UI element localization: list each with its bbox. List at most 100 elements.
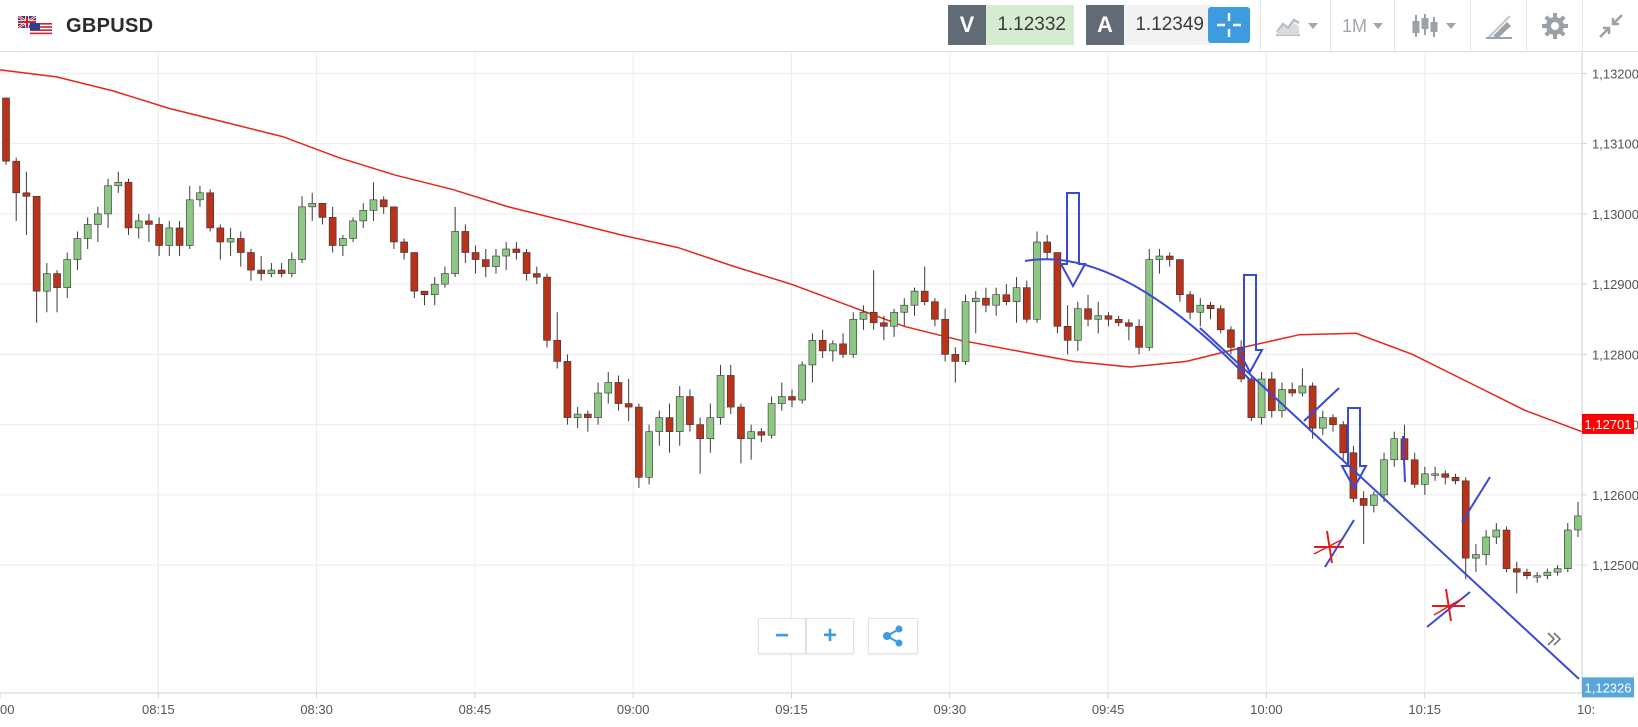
candle-body — [982, 297, 990, 306]
candle-body — [1043, 241, 1051, 253]
candle-down — [2, 97, 10, 165]
candle-body — [226, 238, 235, 243]
candle-down — [420, 290, 429, 306]
candle-down — [737, 403, 745, 464]
flag-icon — [17, 15, 52, 36]
x-tick-label: 00 — [0, 702, 14, 717]
candle-down — [53, 270, 61, 313]
candle-down — [1125, 319, 1133, 341]
candle-body — [1063, 325, 1072, 341]
red-marker-icon — [1432, 588, 1465, 622]
candle-up — [298, 196, 306, 264]
candle-up — [1533, 572, 1541, 583]
bid-quote[interactable]: V 1.12332 — [948, 5, 1074, 45]
candle-up — [1319, 410, 1327, 436]
candle-body — [328, 217, 337, 246]
candle-up — [94, 206, 102, 242]
chart-grid — [0, 53, 1584, 693]
candle-body — [1247, 378, 1256, 418]
chevron-down-icon — [1445, 23, 1456, 29]
candle-body — [2, 97, 10, 162]
candle-body — [777, 396, 786, 404]
candle-body — [1574, 515, 1582, 531]
candle-down — [175, 220, 184, 257]
candle-down — [1247, 375, 1256, 422]
zoom-in-button[interactable]: + — [806, 618, 854, 654]
ask-label: A — [1086, 5, 1124, 45]
instrument-selector[interactable]: GBPUSD — [17, 12, 153, 40]
draw-tools-button[interactable] — [1470, 0, 1526, 52]
candle-body — [236, 238, 245, 253]
collapse-button[interactable] — [1582, 0, 1638, 52]
candle-body — [73, 238, 82, 260]
candle-body — [298, 206, 306, 260]
ask-quote[interactable]: A 1.12349 — [1086, 5, 1212, 45]
candle-body — [798, 364, 807, 401]
x-tick-label: 09:15 — [775, 702, 808, 717]
candle-body — [1227, 329, 1235, 348]
candle-body — [614, 382, 623, 404]
candle-down — [1186, 291, 1194, 320]
candle-down — [1461, 477, 1470, 580]
candle-body — [124, 181, 133, 229]
line-chart-icon — [1275, 18, 1300, 36]
candle-body — [1380, 459, 1388, 496]
chart-type-button[interactable] — [1260, 0, 1330, 52]
chevron-down-icon — [1373, 23, 1383, 29]
settings-button[interactable] — [1526, 0, 1582, 52]
zoom-out-button[interactable]: − — [758, 618, 806, 654]
candle-down — [471, 245, 480, 274]
x-tick-label: 10: — [1577, 702, 1595, 717]
short-line — [1461, 476, 1491, 523]
candle-down — [1512, 561, 1521, 594]
candle-body — [1502, 529, 1511, 569]
candle-body — [247, 252, 255, 271]
candle-up — [716, 364, 725, 425]
candle-down — [1063, 305, 1072, 355]
candle-body — [481, 259, 490, 267]
candle-down — [1288, 382, 1296, 397]
candle-down — [1339, 421, 1348, 460]
candle-body — [880, 322, 888, 327]
candle-up — [910, 287, 919, 316]
timeframe-selector[interactable]: 1M — [1330, 0, 1394, 52]
candle-body — [349, 220, 357, 239]
candle-down — [839, 333, 847, 358]
x-tick-label: 09:30 — [934, 702, 967, 717]
candle-body — [277, 269, 286, 274]
candle-up — [430, 277, 439, 306]
candle-up — [1012, 277, 1021, 323]
ma-price-tag — [1582, 413, 1634, 434]
candle-body — [1543, 571, 1552, 576]
candle-up — [104, 178, 112, 228]
crosshair-button[interactable] — [1208, 7, 1250, 43]
candle-body — [594, 392, 602, 418]
candle-body — [1165, 255, 1174, 260]
indicators-button[interactable] — [1394, 0, 1470, 52]
candle-body — [645, 431, 653, 478]
candle-body — [1257, 378, 1266, 418]
candle-body — [196, 192, 204, 201]
share-button[interactable] — [868, 618, 918, 654]
chevron-down-icon — [1307, 23, 1318, 29]
candle-down — [236, 231, 245, 267]
candle-body — [155, 224, 163, 246]
candle-down — [635, 403, 643, 488]
candle-body — [441, 273, 449, 285]
candle-body — [318, 203, 327, 218]
candle-body — [1482, 536, 1490, 555]
candle-body — [32, 196, 41, 292]
candle-down — [216, 224, 225, 260]
candle-up — [1472, 544, 1480, 573]
candle-up — [645, 424, 653, 485]
time-axis: 00 08:15 08:30 08:45 09:00 09:15 09:30 09:45 10:… — [0, 692, 1595, 717]
candle-body — [359, 210, 368, 222]
candle-down — [788, 389, 796, 408]
candle-body — [1053, 252, 1062, 327]
candle-down — [1053, 252, 1062, 334]
candle-down — [1206, 301, 1215, 320]
candle-up — [43, 263, 51, 313]
candle-body — [696, 424, 704, 439]
candle-up — [798, 361, 807, 404]
